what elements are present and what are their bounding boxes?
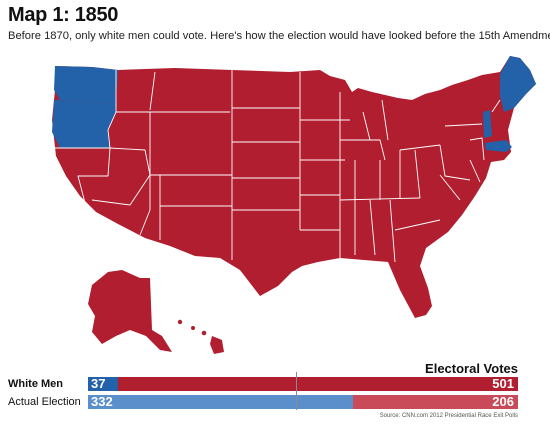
map-state-oregon [52, 100, 116, 148]
white-men-red-value: 501 [492, 376, 514, 391]
state-borders [52, 70, 501, 263]
map-state-red [52, 56, 536, 318]
electoral-votes-title: Electoral Votes [425, 361, 518, 376]
page-title: Map 1: 1850 [8, 4, 119, 26]
page-subtitle: Before 1870, only white men could vote. … [8, 30, 550, 42]
bar-actual-blue: 332 [88, 394, 354, 409]
bar-white-men-blue: 37 [88, 377, 118, 391]
map-state-washington [54, 66, 118, 103]
bar-white-men-red: 501 [117, 376, 518, 391]
us-election-map [52, 56, 536, 354]
white-men-blue-value: 37 [91, 376, 106, 391]
bar-actual-red: 206 [353, 395, 518, 409]
actual-blue-value: 332 [91, 394, 113, 409]
map-state-hawaii [177, 319, 224, 354]
row-label-actual-election: Actual Election [8, 396, 81, 408]
actual-red-value: 206 [492, 394, 514, 409]
bar-white-men: 37 501 [88, 377, 518, 391]
map-state-alaska [88, 270, 172, 352]
map-state-vermont [483, 110, 492, 138]
majority-line [296, 372, 297, 410]
map-state-massachusetts [485, 140, 512, 152]
row-label-white-men: White Men [8, 378, 63, 390]
source-note: Source: CNN.com 2012 Presidential Race E… [379, 413, 518, 419]
bar-actual-election: 332 206 [88, 395, 518, 409]
map-state-maine [500, 56, 536, 112]
